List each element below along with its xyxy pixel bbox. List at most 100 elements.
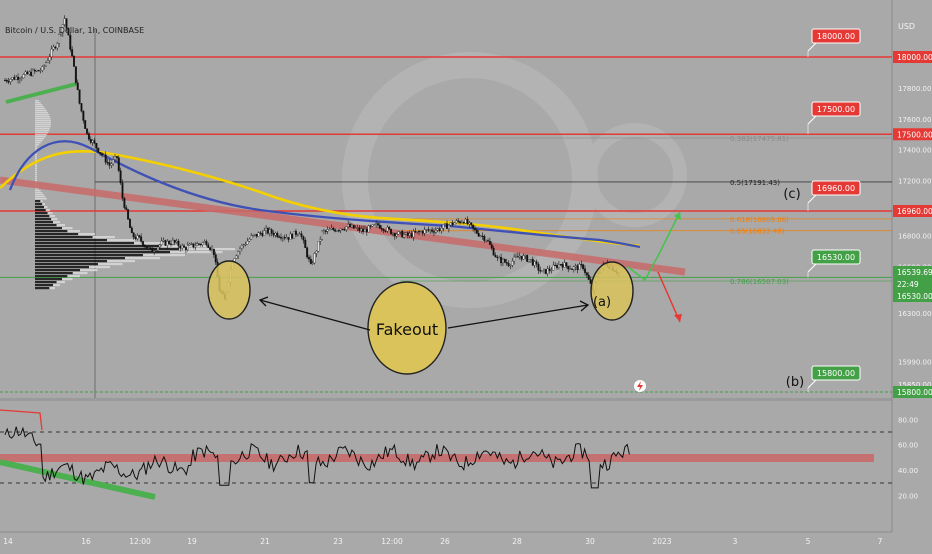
candle-body[interactable] xyxy=(239,248,241,252)
candle-body[interactable] xyxy=(43,65,46,67)
candle-body[interactable] xyxy=(429,229,432,231)
candle-body[interactable] xyxy=(412,231,415,238)
candle-body[interactable] xyxy=(97,147,100,153)
candle-body[interactable] xyxy=(9,79,12,83)
candle-body[interactable] xyxy=(451,222,454,225)
candle-body[interactable] xyxy=(173,239,176,243)
candle-body[interactable] xyxy=(513,256,516,262)
axis-tag-5[interactable] xyxy=(893,290,932,302)
candle-body[interactable] xyxy=(294,230,297,235)
candle-body[interactable] xyxy=(134,237,137,240)
candle-body[interactable] xyxy=(324,230,327,232)
candle-body[interactable] xyxy=(408,233,411,236)
candle-body[interactable] xyxy=(101,153,103,156)
candle-body[interactable] xyxy=(418,231,420,233)
candle-body[interactable] xyxy=(177,240,180,247)
candle-body[interactable] xyxy=(326,229,329,232)
candle-body[interactable] xyxy=(576,265,579,270)
candle-body[interactable] xyxy=(306,247,309,258)
candle-body[interactable] xyxy=(253,233,256,236)
rsi-divergence-line[interactable] xyxy=(0,409,43,431)
candle-body[interactable] xyxy=(587,274,590,280)
candle-body[interactable] xyxy=(127,209,130,220)
candle-body[interactable] xyxy=(377,223,379,226)
candle-body[interactable] xyxy=(446,223,448,229)
candle-body[interactable] xyxy=(183,245,185,248)
candle-body[interactable] xyxy=(453,222,456,225)
candle-body[interactable] xyxy=(138,235,141,237)
candle-body[interactable] xyxy=(32,69,34,76)
candle-body[interactable] xyxy=(365,228,368,233)
candle-body[interactable] xyxy=(278,236,281,238)
candle-body[interactable] xyxy=(378,224,381,229)
candle-body[interactable] xyxy=(24,71,27,75)
candle-body[interactable] xyxy=(373,224,376,226)
candle-body[interactable] xyxy=(511,260,514,266)
candle-body[interactable] xyxy=(380,228,383,230)
candle-body[interactable] xyxy=(386,227,389,232)
candle-body[interactable] xyxy=(125,207,128,210)
candle-body[interactable] xyxy=(390,228,393,235)
candle-body[interactable] xyxy=(531,259,534,266)
candle-body[interactable] xyxy=(106,162,109,164)
candle-body[interactable] xyxy=(477,233,480,237)
candle-body[interactable] xyxy=(464,219,467,224)
candle-body[interactable] xyxy=(145,246,148,249)
candle-body[interactable] xyxy=(405,232,407,235)
candle-body[interactable] xyxy=(423,229,426,234)
candle-body[interactable] xyxy=(321,230,324,240)
candle-body[interactable] xyxy=(168,241,171,244)
candle-body[interactable] xyxy=(472,224,475,229)
candle-body[interactable] xyxy=(48,56,51,61)
candle-body[interactable] xyxy=(22,74,25,79)
candle-body[interactable] xyxy=(69,35,72,50)
candle-body[interactable] xyxy=(520,255,523,260)
candle-body[interactable] xyxy=(73,55,75,67)
candle-body[interactable] xyxy=(567,265,570,270)
candle-body[interactable] xyxy=(571,268,573,270)
candle-body[interactable] xyxy=(526,255,529,262)
candle-body[interactable] xyxy=(179,245,182,249)
descending-trendline[interactable] xyxy=(0,176,686,276)
candle-body[interactable] xyxy=(129,219,131,228)
candle-body[interactable] xyxy=(285,237,288,239)
candle-body[interactable] xyxy=(457,220,460,222)
candle-body[interactable] xyxy=(488,241,491,245)
candle-body[interactable] xyxy=(479,235,482,237)
candle-body[interactable] xyxy=(414,231,417,233)
candle-body[interactable] xyxy=(11,77,14,80)
candle-body[interactable] xyxy=(89,139,92,143)
candle-body[interactable] xyxy=(52,46,55,50)
candle-body[interactable] xyxy=(123,198,126,208)
candle-body[interactable] xyxy=(211,248,213,251)
candle-body[interactable] xyxy=(350,224,353,228)
candle-body[interactable] xyxy=(419,231,422,233)
candle-body[interactable] xyxy=(244,244,247,246)
candle-body[interactable] xyxy=(261,233,264,236)
candle-body[interactable] xyxy=(345,226,348,230)
candle-body[interactable] xyxy=(449,222,452,226)
candle-body[interactable] xyxy=(246,240,249,245)
candle-body[interactable] xyxy=(556,264,558,268)
candle-body[interactable] xyxy=(569,268,572,270)
candle-body[interactable] xyxy=(142,241,144,246)
candle-body[interactable] xyxy=(160,240,163,245)
candle-body[interactable] xyxy=(367,225,370,233)
candle-body[interactable] xyxy=(505,262,508,264)
axis-tag-1[interactable] xyxy=(893,128,932,141)
candle-body[interactable] xyxy=(308,256,310,260)
candle-body[interactable] xyxy=(363,228,366,232)
candle-body[interactable] xyxy=(459,221,462,224)
candle-body[interactable] xyxy=(352,224,355,229)
candle-body[interactable] xyxy=(102,154,105,156)
candle-body[interactable] xyxy=(395,234,398,237)
candle-body[interactable] xyxy=(442,224,445,229)
candle-body[interactable] xyxy=(421,231,424,234)
axis-tag-6[interactable] xyxy=(893,386,932,398)
candle-body[interactable] xyxy=(550,270,553,272)
candle-body[interactable] xyxy=(78,89,81,104)
rising-trendline[interactable] xyxy=(5,82,77,104)
candle-body[interactable] xyxy=(26,71,29,75)
candle-body[interactable] xyxy=(515,256,517,258)
